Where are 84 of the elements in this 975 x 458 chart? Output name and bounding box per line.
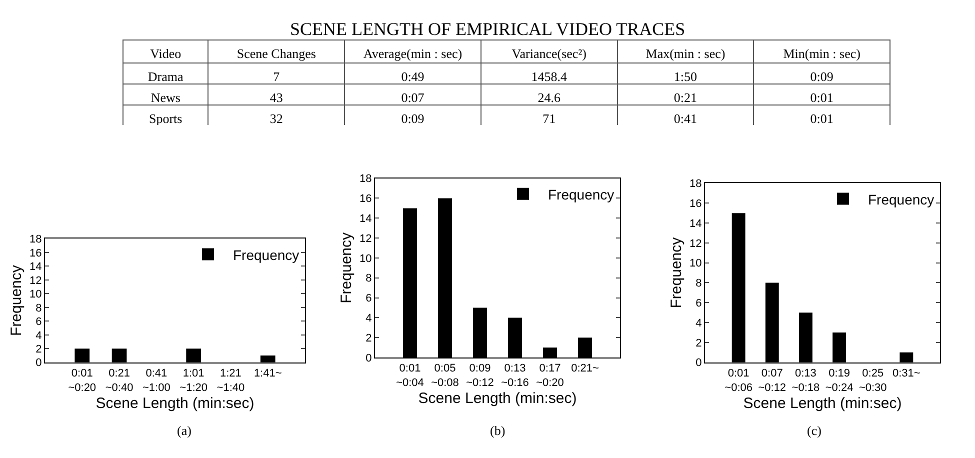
category-label: Min(min : sec) bbox=[783, 46, 860, 61]
y-tick-label: 8 bbox=[366, 272, 372, 285]
y-axis-title: Frequency bbox=[8, 264, 25, 336]
legend-label: Frequency bbox=[868, 191, 934, 208]
x-tick-label: 0:09 ~0:12 bbox=[466, 362, 494, 390]
text: 71 bbox=[542, 110, 556, 126]
y-tick-label: 6 bbox=[366, 292, 372, 305]
y-tick-label: 0 bbox=[696, 357, 702, 370]
category-label: Max(min : sec) bbox=[646, 46, 726, 61]
legend-label: Frequency bbox=[548, 186, 614, 202]
text: 0:01 bbox=[810, 110, 834, 126]
x-axis-title: Scene Length (min:sec) bbox=[743, 394, 902, 412]
text: (c) bbox=[807, 423, 822, 438]
text: 7 bbox=[273, 68, 280, 84]
y-axis-title: Frequency bbox=[668, 236, 685, 308]
y-tick-label: 18 bbox=[690, 178, 702, 190]
x-tick-label: 0:19 ~0:24 bbox=[825, 368, 854, 394]
x-tick-label: 0:13 ~0:16 bbox=[501, 362, 529, 390]
y-tick-label: 4 bbox=[366, 312, 372, 325]
x-tick-label: 0:01 ~0:06 bbox=[724, 368, 752, 394]
y-tick-label: 14 bbox=[360, 213, 372, 226]
y-tick-label: 12 bbox=[690, 238, 702, 250]
y-tick-label: 6 bbox=[36, 316, 42, 328]
text: 1458.4 bbox=[531, 68, 567, 84]
y-tick-label: 8 bbox=[696, 278, 702, 290]
y-tick-label: 0 bbox=[36, 357, 42, 370]
y-tick-label: 16 bbox=[360, 193, 372, 206]
text: (b) bbox=[490, 423, 506, 438]
x-tick-label: 1:01 ~1:20 bbox=[180, 368, 208, 394]
x-tick-label: 0:01 ~0:04 bbox=[396, 362, 424, 390]
text: SCENE LENGTH OF EMPIRICAL VIDEO TRACES bbox=[290, 19, 686, 39]
y-tick-label: 10 bbox=[30, 288, 42, 301]
y-axis-title: Frequency bbox=[338, 232, 355, 304]
category-label: Drama bbox=[148, 68, 184, 84]
category-label: Average(min : sec) bbox=[363, 46, 462, 61]
text: 0:21 bbox=[674, 90, 698, 105]
y-tick-label: 2 bbox=[36, 343, 42, 356]
x-axis-title: Scene Length (min:sec) bbox=[418, 390, 577, 408]
x-tick-label: 0:25 ~0:30 bbox=[858, 368, 887, 394]
y-tick-label: 14 bbox=[690, 218, 702, 230]
legend-label: Frequency bbox=[233, 246, 300, 263]
text: 0:49 bbox=[401, 68, 424, 84]
y-tick-label: 12 bbox=[30, 274, 42, 287]
x-tick-label: 1:41~ bbox=[254, 368, 282, 380]
y-tick-label: 0 bbox=[366, 352, 372, 364]
text: 1:50 bbox=[674, 68, 698, 84]
text: (a) bbox=[177, 423, 192, 438]
x-tick-label: 0:17 ~0:20 bbox=[536, 362, 564, 390]
x-axis-title: Scene Length (min:sec) bbox=[96, 394, 254, 412]
text: 24.6 bbox=[538, 90, 560, 105]
y-tick-label: 2 bbox=[696, 337, 702, 350]
x-tick-label: 0:41 ~1:00 bbox=[142, 368, 170, 394]
category-label: Scene Changes bbox=[236, 46, 316, 61]
y-tick-label: 18 bbox=[360, 173, 372, 186]
category-label: News bbox=[150, 90, 180, 105]
x-tick-label: 0:05 ~0:08 bbox=[431, 362, 459, 390]
y-tick-label: 2 bbox=[366, 332, 372, 344]
y-tick-label: 10 bbox=[690, 258, 702, 270]
y-tick-label: 16 bbox=[30, 247, 42, 260]
y-tick-label: 12 bbox=[360, 232, 372, 245]
text: 43 bbox=[270, 90, 283, 105]
text: 0:01 bbox=[810, 90, 834, 105]
x-tick-label: 0:21~ bbox=[571, 362, 599, 375]
text: 0:09 bbox=[401, 110, 424, 126]
x-tick-label: 0:13 ~0:18 bbox=[792, 368, 820, 394]
text: 32 bbox=[270, 110, 283, 126]
y-tick-label: 4 bbox=[36, 330, 42, 342]
x-tick-label: 0:01 ~0:20 bbox=[68, 368, 96, 394]
text: 0:09 bbox=[810, 68, 834, 84]
y-tick-label: 10 bbox=[360, 252, 372, 265]
category-label: Variance(sec²) bbox=[512, 46, 586, 61]
y-tick-label: 4 bbox=[696, 317, 702, 330]
text: 0:07 bbox=[401, 90, 424, 105]
y-tick-label: 8 bbox=[36, 302, 42, 314]
x-tick-label: 1:21 ~1:40 bbox=[216, 368, 245, 394]
x-tick-label: 0:31~ bbox=[892, 368, 920, 380]
y-tick-label: 6 bbox=[696, 298, 702, 310]
category-label: Video bbox=[150, 46, 182, 61]
text: 0:41 bbox=[674, 110, 698, 126]
x-tick-label: 0:21 ~0:40 bbox=[105, 368, 134, 394]
y-tick-label: 18 bbox=[30, 234, 42, 246]
x-tick-label: 0:07 ~0:12 bbox=[758, 368, 786, 394]
y-tick-label: 16 bbox=[690, 198, 702, 210]
y-tick-label: 14 bbox=[30, 261, 42, 274]
